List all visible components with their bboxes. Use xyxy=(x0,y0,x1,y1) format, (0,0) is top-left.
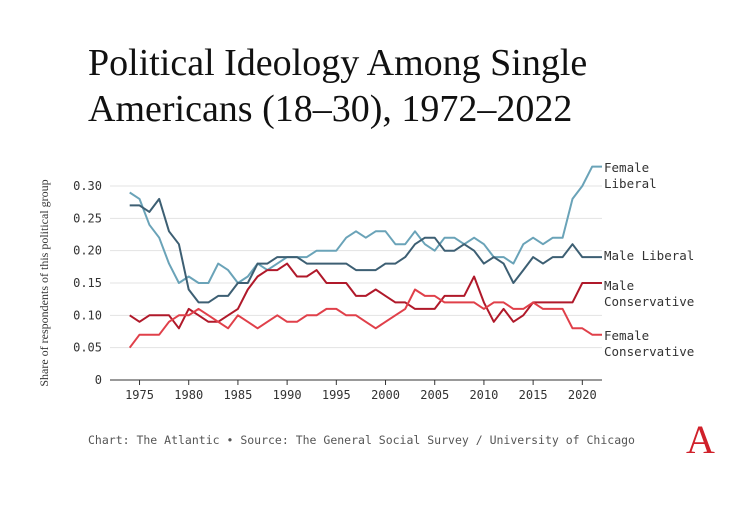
y-tick-label-5: 0.25 xyxy=(73,211,102,225)
x-tick-label-2: 1985 xyxy=(223,388,252,402)
chart-source: Chart: The Atlantic • Source: The Genera… xyxy=(88,433,635,447)
y-tick-label-4: 0.20 xyxy=(73,244,102,258)
x-tick-label-8: 2015 xyxy=(519,388,548,402)
x-tick-label-0: 1975 xyxy=(125,388,154,402)
series-label-line: Female xyxy=(604,328,649,343)
series-label-line: Male xyxy=(604,278,634,293)
series-label-male-conservative: Male Conservative xyxy=(604,278,694,309)
x-tick-label-5: 2000 xyxy=(371,388,400,402)
series-label-line: Conservative xyxy=(604,344,694,359)
y-tick-label-1: 0.05 xyxy=(73,341,102,355)
series-label-female-liberal: Female Liberal xyxy=(604,160,657,191)
series-line-male-conservative xyxy=(129,262,602,330)
series-label-line: Liberal xyxy=(604,176,657,191)
x-tick-label-1: 1980 xyxy=(174,388,203,402)
series-label-line: Female xyxy=(604,160,649,175)
y-tick-label-3: 0.15 xyxy=(73,276,102,290)
x-tick-label-7: 2010 xyxy=(469,388,498,402)
series-line-female-conservative xyxy=(128,288,602,349)
y-axis-label: Share of respondents of this political g… xyxy=(37,179,51,386)
series-label-line: Male Liberal xyxy=(604,248,694,263)
x-tick-label-6: 2005 xyxy=(420,388,449,402)
x-tick-label-4: 1995 xyxy=(322,388,351,402)
series-line-male-liberal xyxy=(129,197,602,304)
chart-title: Political Ideology Among Single American… xyxy=(88,42,588,130)
series-label-male-liberal: Male Liberal xyxy=(604,248,694,263)
y-tick-label-6: 0.30 xyxy=(73,179,102,193)
series-label-female-conservative: Female Conservative xyxy=(604,328,694,359)
series-label-line: Conservative xyxy=(604,294,694,309)
atlantic-logo: A xyxy=(686,417,715,462)
x-tick-label-3: 1990 xyxy=(273,388,302,402)
y-tick-label-2: 0.10 xyxy=(73,308,102,322)
y-tick-label-0: 0 xyxy=(95,373,102,387)
series-line-female-liberal xyxy=(129,165,602,284)
x-tick-label-9: 2020 xyxy=(568,388,597,402)
